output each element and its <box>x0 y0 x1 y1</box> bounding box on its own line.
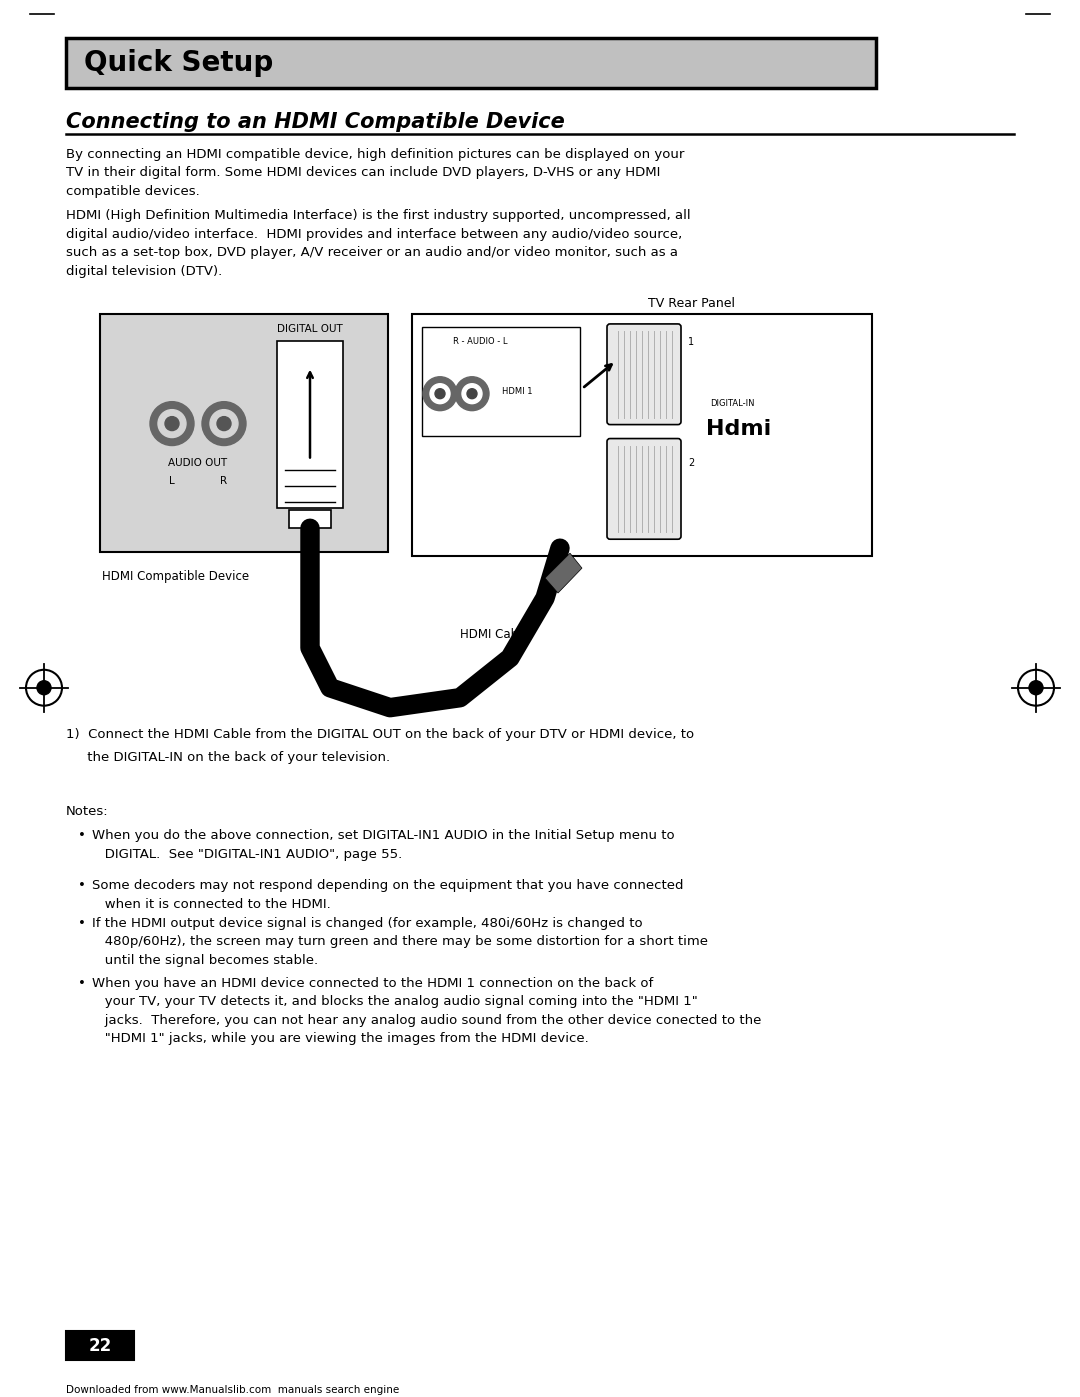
Text: HDMI Compatible Device: HDMI Compatible Device <box>102 570 249 583</box>
FancyBboxPatch shape <box>607 439 681 539</box>
Text: TV Rear Panel: TV Rear Panel <box>648 298 735 310</box>
FancyBboxPatch shape <box>411 314 872 556</box>
Text: •: • <box>78 830 86 842</box>
FancyBboxPatch shape <box>289 510 330 528</box>
FancyBboxPatch shape <box>66 1330 134 1361</box>
Circle shape <box>435 388 445 398</box>
Text: Some decoders may not respond depending on the equipment that you have connected: Some decoders may not respond depending … <box>92 879 684 911</box>
Text: DIGITAL-IN: DIGITAL-IN <box>710 398 755 408</box>
Text: •: • <box>78 879 86 893</box>
Text: When you do the above connection, set DIGITAL-IN1 AUDIO in the Initial Setup men: When you do the above connection, set DI… <box>92 830 675 861</box>
FancyBboxPatch shape <box>66 38 876 88</box>
Text: By connecting an HDMI compatible device, high definition pictures can be display: By connecting an HDMI compatible device,… <box>66 148 685 197</box>
Circle shape <box>455 377 489 411</box>
Circle shape <box>158 409 186 437</box>
Text: DIGITAL OUT: DIGITAL OUT <box>278 324 342 334</box>
FancyBboxPatch shape <box>607 324 681 425</box>
Text: 22: 22 <box>89 1337 111 1355</box>
Text: •: • <box>78 977 86 989</box>
Circle shape <box>202 402 246 446</box>
Text: Connecting to an HDMI Compatible Device: Connecting to an HDMI Compatible Device <box>66 112 565 131</box>
Text: AUDIO OUT: AUDIO OUT <box>168 458 228 468</box>
FancyBboxPatch shape <box>422 327 580 436</box>
Text: Notes:: Notes: <box>66 805 109 819</box>
Text: L: L <box>170 476 175 486</box>
Text: Downloaded from www.Manualslib.com  manuals search engine: Downloaded from www.Manualslib.com manua… <box>66 1386 400 1396</box>
Text: Hdmi: Hdmi <box>706 419 771 439</box>
Circle shape <box>217 416 231 430</box>
Circle shape <box>210 409 238 437</box>
Text: the DIGITAL-IN on the back of your television.: the DIGITAL-IN on the back of your telev… <box>66 750 390 764</box>
Circle shape <box>467 388 477 398</box>
Text: •: • <box>78 916 86 930</box>
FancyBboxPatch shape <box>276 341 343 509</box>
Circle shape <box>1029 680 1043 694</box>
Circle shape <box>165 416 179 430</box>
Text: HDMI (High Definition Multimedia Interface) is the first industry supported, unc: HDMI (High Definition Multimedia Interfa… <box>66 210 690 278</box>
Text: If the HDMI output device signal is changed (for example, 480i/60Hz is changed t: If the HDMI output device signal is chan… <box>92 916 708 967</box>
Polygon shape <box>545 553 582 594</box>
Text: 1)  Connect the HDMI Cable from the DIGITAL OUT on the back of your DTV or HDMI : 1) Connect the HDMI Cable from the DIGIT… <box>66 728 694 740</box>
Circle shape <box>37 680 51 694</box>
Text: 1: 1 <box>688 337 694 346</box>
FancyBboxPatch shape <box>100 314 388 552</box>
Text: R - AUDIO - L: R - AUDIO - L <box>453 337 508 346</box>
Text: 2: 2 <box>688 458 694 468</box>
Circle shape <box>462 384 482 404</box>
Circle shape <box>430 384 450 404</box>
Text: HDMI 1: HDMI 1 <box>502 387 532 395</box>
Text: HDMI Cable: HDMI Cable <box>460 627 529 641</box>
Circle shape <box>423 377 457 411</box>
Text: When you have an HDMI device connected to the HDMI 1 connection on the back of
 : When you have an HDMI device connected t… <box>92 977 761 1045</box>
Circle shape <box>150 402 194 446</box>
Text: R: R <box>220 476 228 486</box>
Text: Quick Setup: Quick Setup <box>84 49 273 77</box>
